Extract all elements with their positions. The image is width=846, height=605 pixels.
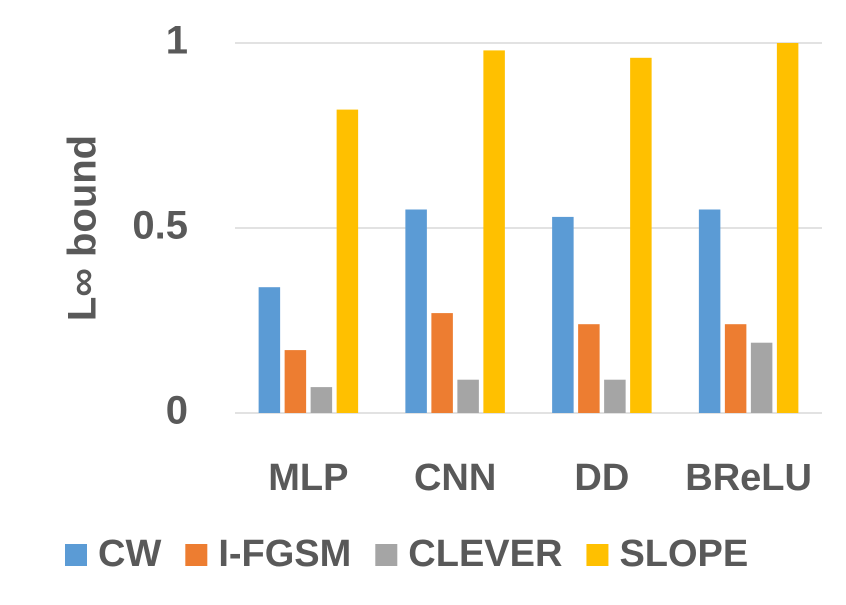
bar: [258, 287, 281, 413]
bar: [776, 43, 799, 413]
x-tick-label: MLP: [268, 457, 348, 499]
bar: [630, 57, 652, 414]
y-tick-label: 1: [166, 19, 188, 63]
bar: [698, 209, 721, 413]
legend-label: I-FGSM: [218, 533, 351, 575]
bar: [431, 313, 453, 413]
legend-swatch: [65, 544, 87, 566]
bar: [336, 109, 359, 413]
x-tick-label: BReLU: [685, 457, 812, 499]
bar: [405, 209, 427, 413]
bar: [578, 324, 600, 413]
y-axis-label: L∞ bound: [61, 135, 105, 321]
y-tick-label: 0.5: [132, 204, 188, 248]
bar: [310, 387, 333, 413]
y-tick-label: 0: [166, 389, 188, 433]
bar: [483, 50, 505, 414]
bar: [724, 324, 747, 413]
legend-swatch: [185, 544, 208, 566]
legend-swatch: [375, 544, 398, 566]
x-tick-label: CNN: [414, 457, 496, 499]
bar: [604, 379, 626, 413]
legend-label: CLEVER: [408, 533, 562, 575]
legend-label: CW: [98, 533, 161, 575]
bar: [552, 216, 574, 413]
bar: [457, 379, 479, 413]
bar: [750, 342, 773, 413]
legend-swatch: [586, 544, 609, 566]
x-tick-label: DD: [574, 457, 629, 499]
legend-label: SLOPE: [619, 533, 748, 575]
bar: [284, 350, 307, 413]
